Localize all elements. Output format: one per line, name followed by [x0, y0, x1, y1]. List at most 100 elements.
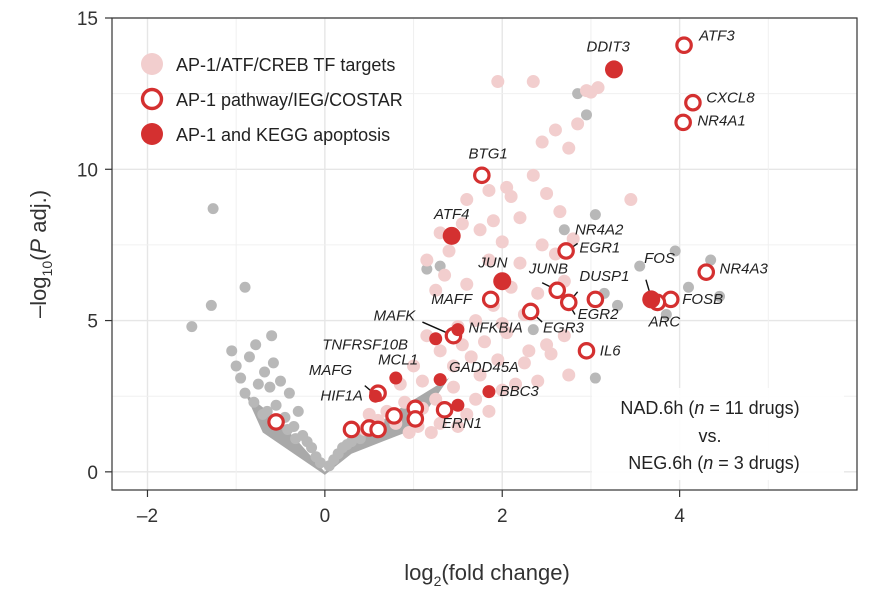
pink-point	[526, 75, 540, 89]
gene-label: MAFG	[309, 362, 353, 379]
ring-point	[473, 166, 491, 185]
y-tick-label: 0	[87, 463, 98, 484]
pink-point	[548, 123, 562, 137]
pink-point	[446, 380, 460, 394]
x-tick-label: 2	[497, 506, 508, 527]
pink-point	[446, 359, 460, 373]
pink-point	[491, 75, 505, 89]
legend-label-ring: AP-1 pathway/IEG/COSTAR	[176, 90, 403, 110]
pink-point	[455, 217, 469, 231]
gene-label: EGR2	[578, 306, 620, 323]
gene-label: NR4A1	[697, 112, 745, 129]
pink-point	[553, 205, 567, 219]
grey-point	[527, 324, 539, 336]
y-axis-label: –log10(P adj.)	[26, 190, 55, 318]
ring-point	[385, 407, 403, 425]
pink-point	[531, 374, 545, 388]
legend-label-pink: AP-1/ATF/CREB TF targets	[176, 55, 395, 75]
pink-point	[509, 377, 523, 391]
grey-point	[259, 366, 271, 378]
annotation-background	[592, 388, 844, 480]
pink-point	[544, 347, 558, 361]
pink-point	[482, 183, 496, 197]
gene-label: DDIT3	[586, 38, 630, 55]
ring-points	[267, 36, 716, 439]
red-point	[482, 385, 496, 399]
legend-swatch-red	[141, 123, 163, 145]
red-point	[389, 371, 403, 385]
pink-point	[424, 426, 438, 440]
grey-point	[267, 357, 279, 369]
grey-point	[421, 263, 433, 275]
annotation-line-2: vs.	[698, 426, 721, 446]
grey-point	[283, 387, 295, 399]
gene-label: BTG1	[469, 146, 508, 163]
gene-label: MAFF	[431, 291, 473, 308]
gene-label: FOS	[644, 250, 675, 267]
pink-point	[557, 329, 571, 343]
pink-point	[486, 214, 500, 228]
grey-point	[660, 309, 672, 321]
gene-label: ARC	[648, 314, 681, 331]
red-point	[433, 373, 447, 387]
grey-point	[235, 372, 247, 384]
gene-label: FOSB	[682, 291, 723, 308]
grey-point	[250, 339, 262, 351]
axis-ticks: –2 0 2 4 0 5 10 15	[77, 9, 685, 527]
gene-label: ATF4	[433, 206, 470, 223]
red-point	[368, 389, 382, 403]
grey-points	[186, 88, 726, 475]
grey-point	[264, 381, 276, 393]
ring-point	[406, 410, 425, 428]
pink-point	[540, 186, 554, 200]
red-point	[442, 226, 461, 245]
grey-point	[580, 109, 592, 121]
pink-point	[451, 419, 465, 433]
legend-swatch-ring	[140, 87, 164, 111]
gene-label: DUSP1	[579, 268, 629, 285]
y-tick-label: 10	[77, 160, 98, 181]
pink-point	[460, 193, 474, 207]
gene-label: NR4A2	[575, 221, 624, 238]
ring-point	[267, 413, 285, 431]
legend-label-red: AP-1 and KEGG apoptosis	[176, 125, 390, 145]
grey-point	[714, 290, 726, 302]
pink-point	[469, 392, 483, 406]
pink-point	[464, 350, 478, 364]
grey-point	[589, 372, 601, 384]
pink-point	[433, 416, 447, 430]
pink-point	[473, 223, 487, 237]
ring-point	[586, 290, 605, 309]
x-tick-label: 4	[674, 506, 685, 527]
gene-label: ERN1	[442, 415, 482, 432]
pink-point	[513, 256, 527, 270]
pink-point	[504, 190, 518, 204]
grey-point	[292, 405, 304, 417]
grey-point	[248, 396, 260, 408]
pink-point	[500, 326, 514, 340]
ring-point	[675, 36, 693, 55]
pink-point	[491, 353, 505, 367]
grey-point	[290, 433, 302, 445]
grey-point	[434, 260, 446, 272]
grey-point	[252, 378, 264, 390]
pink-point	[513, 211, 527, 225]
grey-point	[207, 203, 219, 215]
gene-label: JUNB	[528, 261, 568, 278]
ring-point	[481, 290, 500, 309]
gene-label: EGR1	[579, 239, 620, 256]
pink-point	[562, 141, 576, 155]
grey-point	[270, 399, 282, 411]
grey-point	[243, 351, 255, 363]
gene-label: GADD45A	[449, 359, 519, 376]
grey-point	[306, 442, 318, 454]
pink-point	[495, 383, 509, 397]
legend: AP-1/ATF/CREB TF targets AP-1 pathway/IE…	[140, 53, 403, 145]
pink-point	[420, 253, 434, 267]
pink-point	[460, 277, 474, 291]
grey-point	[205, 299, 217, 311]
red-point	[429, 332, 443, 346]
red-point	[642, 290, 661, 309]
grey-point	[186, 321, 198, 333]
ring-point	[684, 93, 702, 112]
